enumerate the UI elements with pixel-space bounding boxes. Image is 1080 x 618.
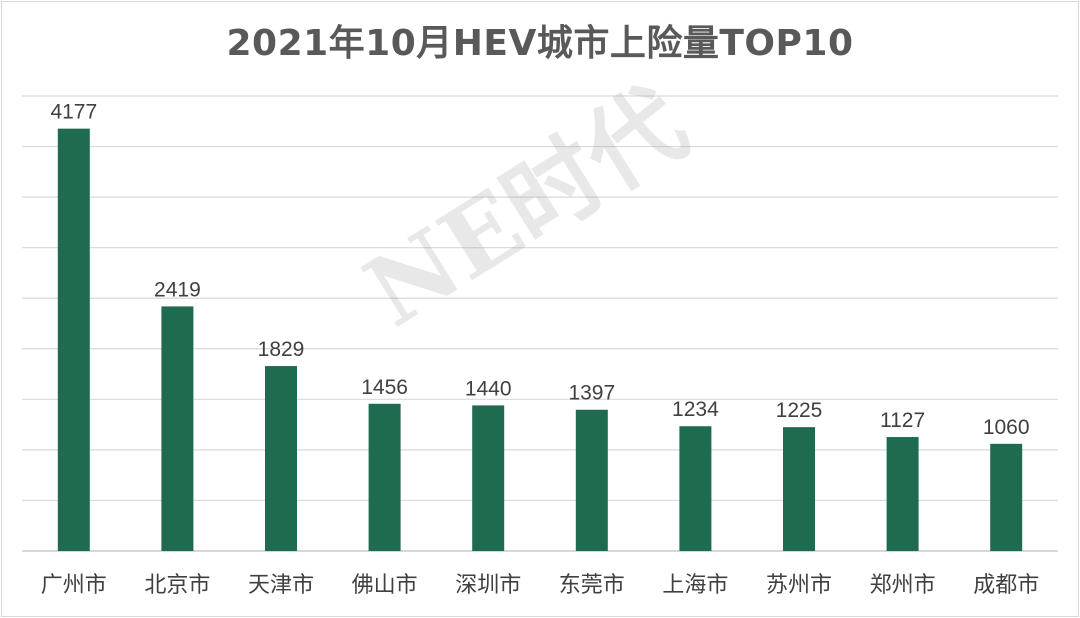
data-label-10: 1060 xyxy=(983,416,1030,439)
data-label-8: 1225 xyxy=(776,399,823,422)
category-label-5: 深圳市 xyxy=(455,573,521,598)
data-label-4: 1456 xyxy=(361,376,408,399)
bar-10 xyxy=(990,443,1023,551)
category-label-8: 苏州市 xyxy=(766,573,832,598)
category-label-10: 成都市 xyxy=(973,573,1039,598)
bar-9 xyxy=(886,437,919,551)
category-label-1: 广州市 xyxy=(41,573,107,598)
data-label-7: 1234 xyxy=(672,398,719,421)
bar-8 xyxy=(783,427,815,551)
category-label-7: 上海市 xyxy=(662,573,728,598)
data-label-5: 1440 xyxy=(465,377,512,400)
bar-6 xyxy=(575,409,608,551)
category-label-2: 北京市 xyxy=(144,573,210,598)
bar-5 xyxy=(472,405,505,551)
data-label-9: 1127 xyxy=(880,409,925,432)
data-label-2: 2419 xyxy=(154,278,201,301)
data-label-3: 1829 xyxy=(258,338,305,361)
category-label-9: 郑州市 xyxy=(870,573,936,598)
data-label-6: 1397 xyxy=(568,382,615,405)
category-label-6: 东莞市 xyxy=(559,573,625,598)
category-label-4: 佛山市 xyxy=(352,573,418,598)
bar-4 xyxy=(368,403,401,551)
chart-title: 2021年10月HEV城市上险量TOP10 xyxy=(226,23,854,64)
bar-3 xyxy=(265,366,297,551)
bar-7 xyxy=(679,426,712,551)
bar-1 xyxy=(57,128,90,552)
category-label-3: 天津市 xyxy=(248,573,314,598)
data-label-1: 4177 xyxy=(50,101,97,124)
bar-2 xyxy=(161,306,194,551)
